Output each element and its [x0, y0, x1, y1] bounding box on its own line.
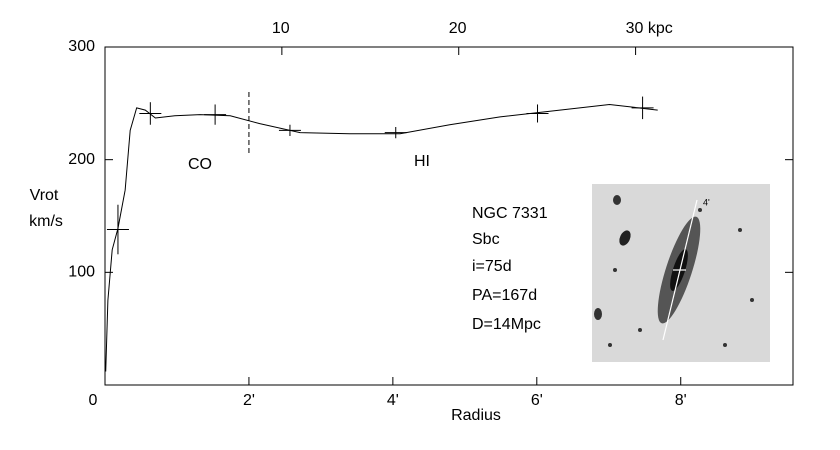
curve	[105, 103, 658, 372]
star	[750, 298, 754, 302]
star	[608, 343, 612, 347]
y-axis-label: Vrot	[30, 187, 59, 204]
star	[613, 195, 621, 205]
star	[723, 343, 727, 347]
x-tick-label: 0	[89, 392, 98, 409]
x-axis-label: Radius	[451, 407, 501, 424]
y-axis-label: km/s	[29, 213, 63, 230]
info-text: D=14Mpc	[472, 316, 541, 333]
x-tick-label: 4'	[387, 392, 399, 409]
x-tick-label: 8'	[675, 392, 687, 409]
x-tick-label: 6'	[531, 392, 543, 409]
info-text: i=75d	[472, 258, 512, 275]
star	[698, 208, 702, 212]
annotation: HI	[414, 153, 430, 170]
info-text: Sbc	[472, 231, 500, 248]
star	[738, 228, 742, 232]
star	[594, 308, 602, 320]
star	[613, 268, 617, 272]
info-text: PA=167d	[472, 287, 537, 304]
x2-tick-label: 20	[449, 20, 467, 37]
plot-frame	[104, 46, 794, 386]
info-block: NGC 7331 Sbc i=75d PA=167d D=14Mpc	[472, 205, 548, 333]
image-label: 4'	[703, 197, 710, 207]
info-text: NGC 7331	[472, 205, 548, 222]
x-tick-label: 2'	[243, 392, 255, 409]
annotation: CO	[188, 156, 212, 173]
x2-tick-label: 10	[272, 20, 290, 37]
star	[638, 328, 642, 332]
y-tick-label: 300	[68, 38, 95, 55]
galaxy-image: 4'	[592, 184, 770, 362]
y-tick-label: 100	[68, 264, 95, 281]
x2-tick-label: 30 kpc	[626, 20, 673, 37]
galaxy	[619, 230, 631, 246]
y-tick-label: 200	[68, 151, 95, 168]
